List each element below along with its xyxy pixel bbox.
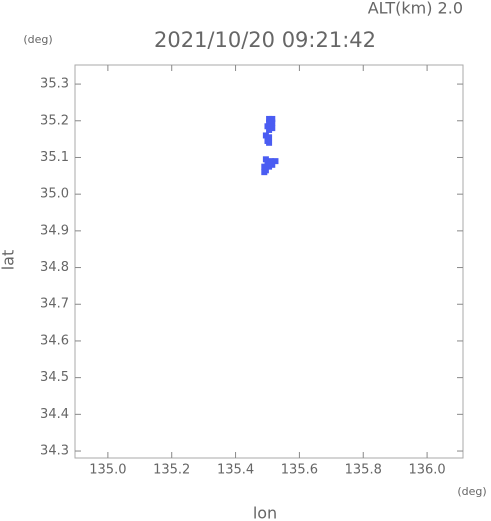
y-tick-label: 34.4 xyxy=(40,407,69,422)
y-tick-label: 34.5 xyxy=(40,370,69,385)
altitude-label: ALT(km) 2.0 xyxy=(368,0,463,18)
echo-point xyxy=(269,125,276,132)
y-tick-label: 35.2 xyxy=(40,113,69,128)
echo-point xyxy=(269,115,276,122)
x-tick-label: 135.6 xyxy=(281,463,318,478)
echo-point xyxy=(266,115,273,122)
x-tick-label: 135.4 xyxy=(217,463,254,478)
echo-point xyxy=(266,139,273,146)
y-tick-label: 34.6 xyxy=(40,333,69,348)
y-tick-label: 35.0 xyxy=(40,187,69,202)
echo-point xyxy=(266,126,273,133)
y-axis-label: lat xyxy=(0,250,18,271)
echo-point xyxy=(269,119,276,126)
echo-point xyxy=(261,169,268,176)
echo-point xyxy=(262,132,269,139)
echo-point xyxy=(262,156,269,163)
echo-point xyxy=(266,119,273,126)
y-tick-label: 35.1 xyxy=(40,150,69,165)
echo-point xyxy=(269,161,276,168)
x-axis-label: lon xyxy=(253,504,277,521)
plot-frame xyxy=(74,64,464,459)
y-tick-label: 34.9 xyxy=(40,223,69,238)
x-tick-label: 135.0 xyxy=(89,463,126,478)
chart-title: 2021/10/20 09:21:42 xyxy=(154,28,376,52)
echo-point xyxy=(272,158,279,165)
y-tick-label: 34.7 xyxy=(40,297,69,312)
x-tick-label: 135.2 xyxy=(153,463,190,478)
y-tick-label: 35.3 xyxy=(40,77,69,92)
x-unit: (deg) xyxy=(457,485,486,498)
x-tick-label: 135.8 xyxy=(345,463,382,478)
y-tick-label: 34.3 xyxy=(40,444,69,459)
x-tick-label: 136.0 xyxy=(408,463,445,478)
echo-point xyxy=(267,158,274,165)
y-unit: (deg) xyxy=(23,33,52,46)
echo-point xyxy=(264,123,271,130)
echo-point xyxy=(266,134,273,141)
echo-point xyxy=(266,163,273,170)
y-tick-label: 34.8 xyxy=(40,260,69,275)
echo-point xyxy=(261,163,268,170)
